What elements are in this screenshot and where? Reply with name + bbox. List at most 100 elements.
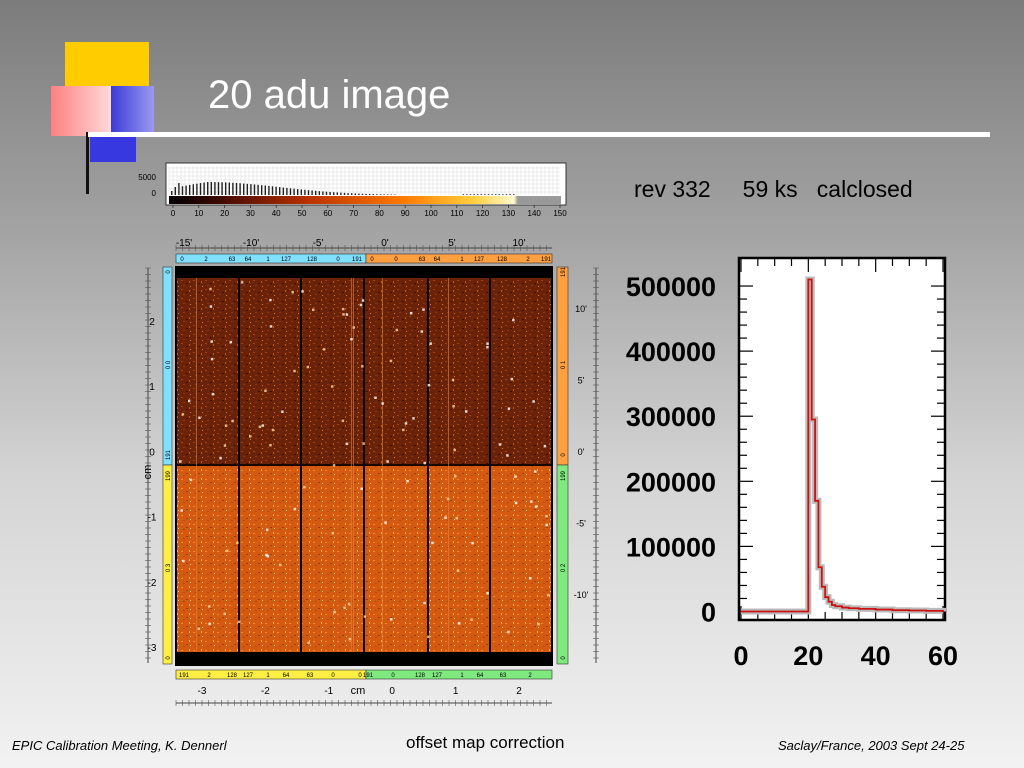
light-curve-series	[740, 278, 944, 613]
hot-pixel	[210, 340, 213, 343]
bottom-strip-label: 64	[477, 673, 484, 679]
hot-pixel	[529, 576, 532, 580]
top-strip-label: 64	[245, 257, 252, 263]
histogram-bar	[318, 191, 320, 195]
histogram-x-tick-label: 60	[323, 209, 332, 218]
bottom-cm-axis: -3 -2 -1 0 1 2	[175, 686, 547, 706]
hot-pixel	[331, 531, 335, 535]
histogram-bar	[487, 194, 490, 195]
y-axis-labels: 500000 400000 300000 200000 100000 0	[626, 272, 716, 627]
x-tick-label: 0	[733, 641, 748, 671]
histogram-bar	[289, 188, 292, 195]
hot-pixel	[264, 389, 267, 393]
hot-pixel	[453, 448, 456, 452]
histogram-bar	[185, 185, 187, 195]
hot-pixel	[352, 326, 356, 329]
quadrant-strip-right-bottom	[556, 464, 569, 665]
histogram-bar	[498, 194, 500, 195]
hot-pixel	[269, 443, 272, 447]
hot-pixel	[431, 541, 434, 545]
histogram-bar	[325, 191, 328, 195]
histogram-bar	[192, 184, 194, 195]
top-strip-label: 0	[394, 257, 398, 263]
histogram-bar	[203, 182, 205, 195]
left-strip-label: 0	[166, 656, 172, 660]
light-curve-point	[824, 596, 826, 598]
left-cm-tick-label: 0	[149, 447, 155, 458]
hot-pixel	[210, 357, 214, 361]
right-strip-label: 199	[561, 470, 567, 481]
bottom-cm-tick-label: 2	[516, 686, 522, 697]
histogram-bar	[505, 194, 508, 195]
hot-pixel	[258, 425, 262, 429]
hot-pixel	[534, 470, 537, 473]
bottom-strip-label: 191	[363, 673, 374, 679]
top-strip-label: 0	[336, 257, 340, 263]
observation-label: rev 332 59 ks calclosed	[634, 176, 913, 202]
histogram-bar	[383, 194, 385, 195]
histogram-bar	[178, 183, 180, 195]
hot-pixel	[248, 435, 252, 438]
histogram-bar	[473, 194, 475, 195]
histogram-x-tick-label: 150	[553, 209, 567, 218]
light-curve-point	[807, 278, 810, 281]
hot-pixel	[514, 501, 518, 505]
hot-pixel	[187, 399, 191, 403]
quadrant-strip-left-bottom	[162, 464, 173, 665]
right-strip-label: 0	[561, 656, 567, 660]
hot-pixel	[361, 365, 364, 368]
hot-pixel	[293, 369, 296, 373]
top-strip-label: 2	[526, 257, 530, 263]
histogram-bar	[462, 194, 464, 195]
hot-pixel	[209, 287, 212, 291]
histogram-bar	[199, 183, 202, 195]
hot-pixel	[331, 385, 334, 388]
histogram-bar	[469, 194, 472, 195]
histogram-grid	[168, 166, 560, 195]
y-tick-label: 200000	[626, 467, 716, 497]
histogram-bar	[495, 194, 497, 195]
hot-pixel	[180, 509, 183, 512]
histogram-y-tick: 5000	[138, 173, 156, 182]
slide-title: 20 adu image	[208, 73, 451, 117]
hot-pixel	[498, 443, 502, 446]
histogram-bar	[491, 194, 493, 195]
hot-pixel	[350, 337, 353, 341]
hot-pixel	[179, 460, 182, 463]
histogram-bar	[264, 185, 266, 195]
x-tick-label: 20	[793, 641, 823, 671]
hot-pixel	[361, 299, 365, 302]
top-strip-label: 127	[281, 257, 292, 263]
light-curve-point	[805, 610, 808, 613]
right-arcmin-tick-label: 5'	[578, 376, 585, 386]
bottom-cm-tick-label: -1	[324, 686, 333, 697]
hot-pixel	[545, 515, 548, 518]
hot-pixel	[422, 308, 425, 311]
hot-pixel	[406, 479, 409, 483]
light-curve-point	[908, 609, 911, 612]
y-tick-label: 300000	[626, 402, 716, 432]
hot-pixel	[429, 342, 432, 345]
left-strip-label: 0 0	[166, 360, 172, 369]
quadrant-strip-bottom-right	[365, 669, 553, 680]
right-arcmin-tick-label: -10'	[574, 590, 589, 600]
hot-pixel	[303, 485, 306, 489]
histogram-bar	[221, 182, 223, 195]
colorbar	[169, 196, 561, 204]
histogram-x-tick-label: 30	[246, 209, 255, 218]
right-strip-label: 191	[561, 266, 567, 277]
hot-pixel	[208, 622, 211, 626]
hot-pixel	[226, 549, 229, 553]
right-arcmin-tick-label: 0'	[578, 447, 585, 457]
top-strip-label: 128	[497, 257, 508, 263]
top-strip-label: 64	[434, 257, 441, 263]
histogram-x-tick-label: 10	[194, 209, 203, 218]
hot-pixel	[266, 554, 270, 558]
histogram-x-tick-label: 120	[476, 209, 490, 218]
hot-pixel	[343, 606, 346, 610]
hot-pixel	[341, 419, 345, 423]
histogram-bar	[293, 188, 295, 195]
hot-pixel	[363, 615, 367, 618]
histogram-bar	[225, 182, 227, 195]
hot-pixel	[345, 442, 349, 446]
